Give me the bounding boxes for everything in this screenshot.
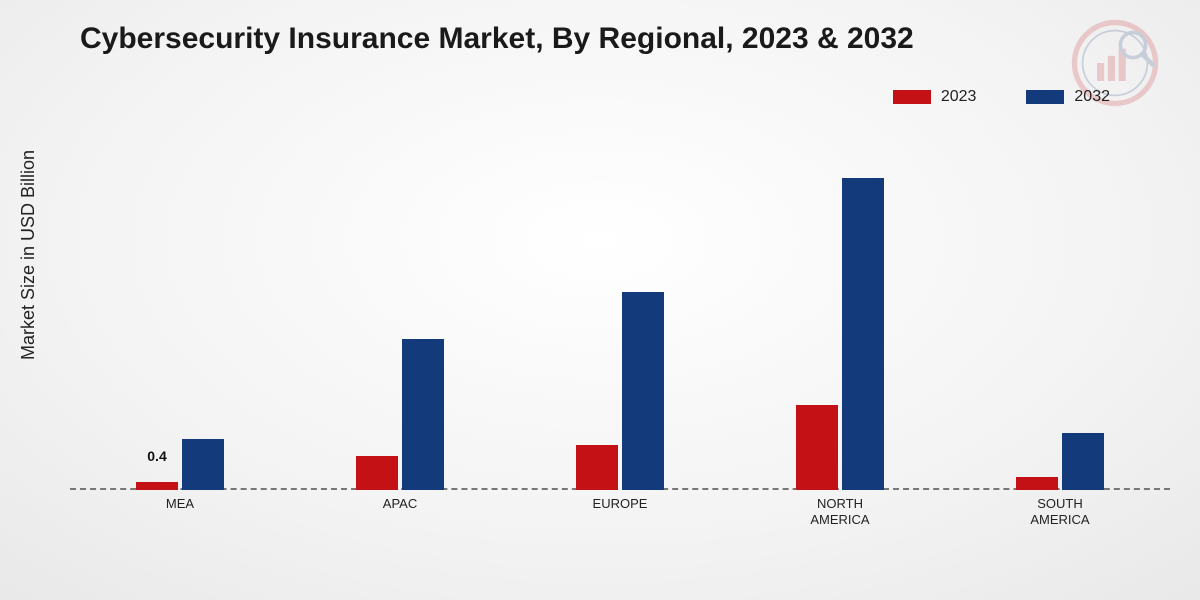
bars-south-america [1016, 433, 1104, 490]
bar-mea-2023 [136, 482, 178, 490]
bars-apac [356, 339, 444, 490]
xlabel-na: NORTHAMERICA [730, 490, 950, 527]
xlabel-europe: EUROPE [510, 490, 730, 512]
bars-mea [136, 439, 224, 490]
bar-apac-2023 [356, 456, 398, 490]
bar-europe-2023 [576, 445, 618, 490]
chart-title: Cybersecurity Insurance Market, By Regio… [80, 22, 914, 56]
plot-area: 0.4 [70, 150, 1170, 530]
bar-na-2032 [842, 178, 884, 490]
group-south-america [950, 150, 1170, 490]
xlabel-mea: MEA [70, 490, 290, 512]
legend-swatch-2032 [1026, 90, 1064, 104]
xlabel-apac: APAC [290, 490, 510, 512]
xlabel-sa: SOUTHAMERICA [950, 490, 1170, 527]
bars-north-america [796, 178, 884, 490]
bar-apac-2032 [402, 339, 444, 490]
bar-mea-2032 [182, 439, 224, 490]
chart-page: Cybersecurity Insurance Market, By Regio… [0, 0, 1200, 600]
legend-label-2032: 2032 [1074, 88, 1110, 106]
legend-item-2023: 2023 [893, 88, 977, 106]
legend-label-2023: 2023 [941, 88, 977, 106]
bar-groups: 0.4 [70, 150, 1170, 490]
group-mea: 0.4 [70, 150, 290, 490]
y-axis-label: Market Size in USD Billion [18, 150, 39, 360]
legend-item-2032: 2032 [1026, 88, 1110, 106]
group-apac [290, 150, 510, 490]
bars-europe [576, 292, 664, 490]
bar-sa-2023 [1016, 477, 1058, 490]
legend-swatch-2023 [893, 90, 931, 104]
bar-europe-2032 [622, 292, 664, 490]
group-north-america [730, 150, 950, 490]
bar-sa-2032 [1062, 433, 1104, 490]
x-axis-labels: MEA APAC EUROPE NORTHAMERICA SOUTHAMERIC… [70, 490, 1170, 530]
bar-na-2023 [796, 405, 838, 490]
value-label-mea-2023: 0.4 [147, 448, 166, 464]
legend: 2023 2032 [893, 88, 1110, 106]
group-europe [510, 150, 730, 490]
